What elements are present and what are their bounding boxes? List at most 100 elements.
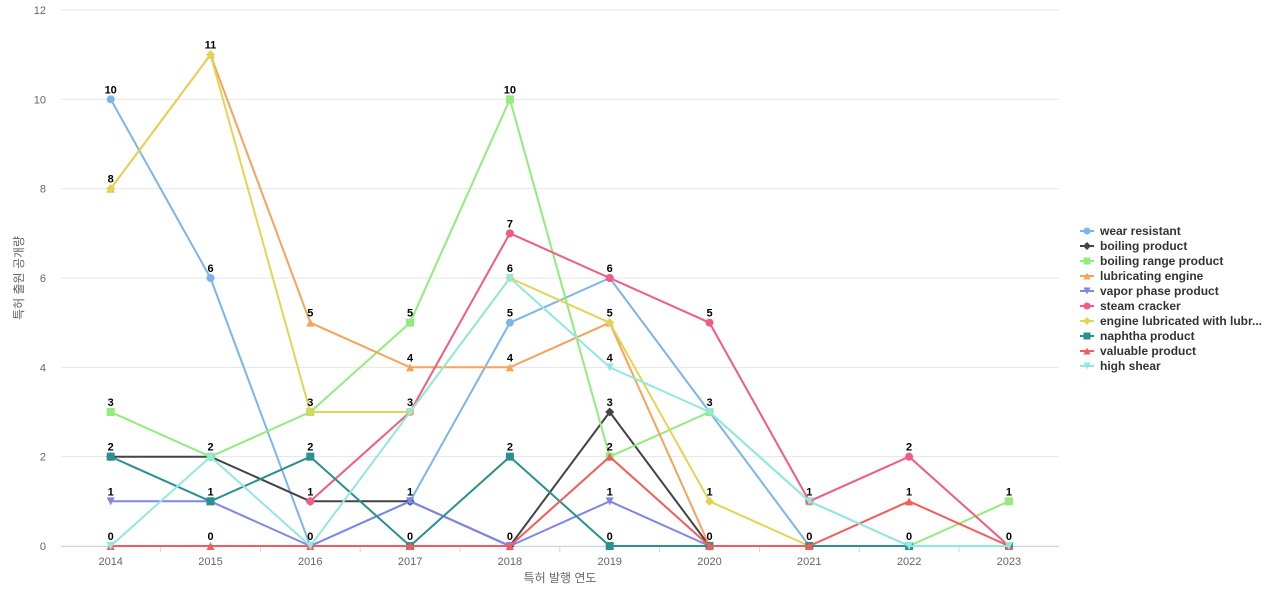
data-label: 2 (607, 442, 613, 454)
data-label: 1 (806, 486, 812, 498)
legend-marker (1083, 362, 1091, 370)
data-point[interactable] (505, 542, 514, 550)
data-label: 1 (607, 486, 613, 498)
y-axis: 0 2 4 6 8 10 12 (34, 5, 46, 553)
legend-item[interactable]: valuable product (1080, 344, 1196, 358)
data-label: 3 (108, 397, 114, 409)
data-point[interactable] (705, 542, 714, 550)
legend-item[interactable]: wear resistant (1080, 224, 1181, 238)
data-point[interactable] (505, 274, 514, 282)
data-point[interactable] (406, 497, 415, 506)
data-point[interactable] (406, 542, 415, 550)
legend-item[interactable]: high shear (1080, 359, 1161, 373)
data-point[interactable] (206, 274, 215, 282)
data-point[interactable] (905, 452, 914, 461)
data-point[interactable] (206, 542, 215, 550)
data-point[interactable] (605, 542, 614, 550)
series-lubricating-engine (106, 50, 714, 550)
data-point[interactable] (705, 496, 714, 506)
data-point[interactable] (605, 318, 615, 328)
data-point[interactable] (505, 95, 514, 104)
x-tick-label: 2021 (797, 556, 821, 568)
data-point[interactable] (505, 318, 514, 327)
x-tick-label: 2019 (597, 556, 621, 568)
data-point[interactable] (605, 363, 614, 372)
data-label: 4 (507, 352, 514, 364)
data-point[interactable] (106, 184, 116, 194)
series-line (109, 53, 811, 547)
data-point[interactable] (306, 542, 315, 550)
legend-item[interactable]: engine lubricated with lubr... (1080, 314, 1262, 328)
series-valuable-product (106, 452, 1013, 550)
data-point[interactable] (905, 497, 914, 506)
series-line (109, 98, 811, 547)
legend-label: engine lubricated with lubr... (1100, 314, 1262, 328)
data-point[interactable] (605, 497, 614, 506)
x-axis-title: 특허 발행 연도 (524, 570, 597, 585)
legend-item[interactable]: naphtha product (1080, 329, 1195, 343)
data-point[interactable] (505, 363, 514, 372)
data-label: 5 (507, 308, 513, 320)
data-point[interactable] (306, 318, 315, 327)
data-point[interactable] (605, 274, 614, 282)
data-point[interactable] (106, 408, 115, 416)
legend-item[interactable]: vapor phase product (1080, 284, 1219, 298)
x-tick-label: 2022 (897, 556, 921, 568)
legend-item[interactable]: boiling product (1080, 239, 1187, 253)
legend-label: lubricating engine (1100, 269, 1204, 283)
x-tick-label: 2015 (198, 556, 222, 568)
data-point[interactable] (505, 229, 514, 238)
data-point[interactable] (406, 318, 415, 327)
data-label: 2 (507, 442, 513, 454)
legend-item[interactable]: lubricating engine (1080, 269, 1204, 283)
legend-label: valuable product (1100, 344, 1196, 358)
data-label: 1 (307, 486, 313, 498)
data-point[interactable] (306, 452, 315, 461)
data-label: 7 (507, 218, 513, 230)
x-tick-label: 2017 (398, 556, 422, 568)
data-point[interactable] (905, 542, 914, 550)
data-label: 0 (1006, 531, 1012, 543)
data-point[interactable] (206, 50, 215, 60)
data-point[interactable] (805, 542, 814, 550)
data-point[interactable] (406, 408, 415, 416)
data-point[interactable] (605, 452, 614, 461)
data-label: 5 (607, 308, 613, 320)
legend-label: naphtha product (1100, 329, 1195, 343)
data-point[interactable] (1004, 497, 1013, 506)
data-point[interactable] (106, 497, 115, 506)
data-point[interactable] (1004, 542, 1013, 550)
data-label: 0 (507, 531, 513, 543)
x-tick-label: 2016 (298, 556, 322, 568)
data-label: 1 (207, 486, 213, 498)
legend-label: boiling range product (1100, 254, 1223, 268)
data-point[interactable] (306, 497, 315, 506)
data-point[interactable] (805, 497, 814, 506)
data-point[interactable] (705, 408, 714, 416)
data-label: 6 (607, 263, 613, 275)
legend-label: vapor phase product (1100, 284, 1219, 298)
data-point[interactable] (206, 452, 215, 461)
data-point[interactable] (106, 542, 115, 550)
legend-item[interactable]: boiling range product (1080, 254, 1223, 268)
data-point[interactable] (605, 407, 615, 417)
data-label: 5 (307, 308, 313, 320)
data-point[interactable] (106, 452, 115, 461)
data-label: 2 (906, 442, 912, 454)
data-label: 6 (207, 263, 213, 275)
data-label: 10 (105, 84, 117, 96)
legend-item[interactable]: steam cracker (1080, 299, 1181, 313)
data-label: 0 (806, 531, 812, 543)
data-label: 1 (906, 486, 912, 498)
data-point[interactable] (705, 318, 714, 327)
data-point[interactable] (505, 452, 514, 461)
data-label: 2 (307, 442, 313, 454)
data-point[interactable] (106, 95, 115, 104)
data-point[interactable] (305, 407, 315, 417)
x-tick-label: 2020 (697, 556, 721, 568)
data-point[interactable] (206, 497, 215, 506)
data-point[interactable] (406, 363, 415, 372)
series-line (309, 232, 1010, 547)
